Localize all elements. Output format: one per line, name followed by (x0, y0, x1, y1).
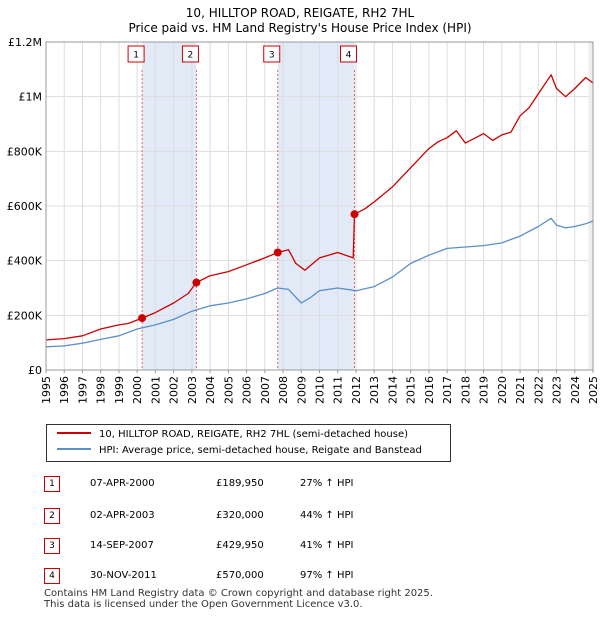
sale-hpi-diff: 97% ↑ HPI (300, 570, 354, 581)
x-tick-label: 2025 (587, 376, 600, 404)
sale-date: 30-NOV-2011 (90, 570, 157, 581)
footer-attribution: Contains HM Land Registry data © Crown c… (44, 588, 433, 610)
legend-swatch-hpi (57, 448, 91, 450)
y-tick-label: £800K (7, 145, 43, 158)
x-tick-label: 1996 (58, 376, 71, 404)
sale-point (138, 314, 147, 323)
sale-number-badge: 4 (44, 568, 60, 584)
sale-label-text: 2 (188, 51, 194, 61)
chart-title-line2: Price paid vs. HM Land Registry's House … (128, 21, 472, 35)
sale-price: £189,950 (216, 478, 264, 489)
legend-swatch-property (57, 432, 91, 434)
sale-point (192, 278, 201, 287)
x-tick-label: 2004 (204, 376, 217, 404)
sale-label-box (340, 45, 358, 63)
x-tick-label: 2017 (441, 376, 454, 404)
chart-title: 10, HILLTOP ROAD, REIGATE, RH2 7HL Price… (0, 6, 600, 36)
x-tick-label: 2005 (222, 376, 235, 404)
x-tick-label: 2019 (478, 376, 491, 404)
x-tick-label: 2000 (131, 376, 144, 404)
sale-label-text: 4 (346, 51, 352, 61)
x-tick-label: 2015 (405, 376, 418, 404)
x-tick-label: 2020 (496, 376, 509, 404)
x-tick-label: 2010 (314, 376, 327, 404)
sale-label-box (127, 45, 145, 63)
footer-line1: Contains HM Land Registry data © Crown c… (44, 588, 433, 599)
x-tick-label: 2014 (386, 376, 399, 404)
sale-date: 07-APR-2000 (90, 478, 155, 489)
legend: 10, HILLTOP ROAD, REIGATE, RH2 7HL (semi… (46, 424, 451, 462)
y-tick-label: £400K (7, 255, 43, 268)
x-tick-label: 1995 (40, 376, 53, 404)
legend-label-property: 10, HILLTOP ROAD, REIGATE, RH2 7HL (semi… (99, 429, 409, 440)
x-tick-label: 2006 (241, 376, 254, 404)
x-tick-label: 2024 (569, 376, 582, 404)
sale-date: 02-APR-2003 (90, 510, 155, 521)
legend-label-hpi: HPI: Average price, semi-detached house,… (99, 445, 422, 456)
sale-date: 14-SEP-2007 (90, 540, 154, 551)
legend-item-hpi: HPI: Average price, semi-detached house,… (57, 443, 422, 459)
hpi-series-line (45, 217, 594, 348)
table-row: 4 30-NOV-2011 £570,000 97% ↑ HPI (36, 568, 476, 584)
table-row: 3 14-SEP-2007 £429,950 41% ↑ HPI (36, 538, 476, 554)
sale-label-text: 1 (133, 51, 139, 61)
sale-price: £429,950 (216, 540, 264, 551)
x-tick-label: 2022 (532, 376, 545, 404)
x-tick-label: 2011 (332, 376, 345, 404)
y-tick-label: £1.2M (8, 36, 42, 49)
x-tick-label: 2007 (259, 376, 272, 404)
y-tick-label: £200K (7, 309, 43, 322)
sale-number-badge: 1 (44, 476, 60, 492)
forecast-region (588, 42, 593, 370)
sale-hpi-diff: 27% ↑ HPI (300, 478, 354, 489)
y-tick-label: £600K (7, 200, 43, 213)
sale-price: £570,000 (216, 570, 264, 581)
y-tick-label: £1M (19, 91, 43, 104)
sale-point (273, 248, 282, 257)
footer-line2: This data is licensed under the Open Gov… (44, 599, 363, 610)
sale-price: £320,000 (216, 510, 264, 521)
x-tick-label: 2023 (551, 376, 564, 404)
x-tick-label: 2001 (149, 376, 162, 404)
sale-label-text: 3 (269, 51, 275, 61)
x-tick-label: 1998 (95, 376, 108, 404)
table-row: 2 02-APR-2003 £320,000 44% ↑ HPI (36, 508, 476, 524)
x-tick-label: 2016 (423, 376, 436, 404)
chart-title-line1: 10, HILLTOP ROAD, REIGATE, RH2 7HL (185, 6, 415, 20)
x-tick-label: 2012 (350, 376, 363, 404)
sale-hpi-diff: 44% ↑ HPI (300, 510, 354, 521)
sale-number-badge: 3 (44, 538, 60, 554)
chart-area: 1 2 3 4 £0 £200K £400K £600K £800K £1M £1.2M 1995 19… (7, 36, 600, 404)
x-tick-label: 1997 (76, 376, 89, 404)
x-tick-label: 2013 (368, 376, 381, 404)
sale-hpi-diff: 41% ↑ HPI (300, 540, 354, 551)
x-tick-label: 2009 (295, 376, 308, 404)
x-tick-label: 2003 (186, 376, 199, 404)
legend-item-property: 10, HILLTOP ROAD, REIGATE, RH2 7HL (semi… (57, 427, 408, 443)
sale-label-box (181, 45, 199, 63)
x-tick-label: 2002 (168, 376, 181, 404)
x-tick-label: 1999 (113, 376, 126, 404)
x-tick-label: 2021 (514, 376, 527, 404)
sale-label-box (263, 45, 281, 63)
x-tick-label: 2018 (459, 376, 472, 404)
sale-number-badge: 2 (44, 508, 60, 524)
x-tick-label: 2008 (277, 376, 290, 404)
sale-point (350, 210, 359, 219)
y-tick-label: £0 (28, 364, 42, 377)
table-row: 1 07-APR-2000 £189,950 27% ↑ HPI (36, 476, 476, 492)
